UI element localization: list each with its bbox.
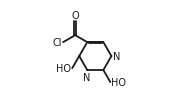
Text: HO: HO <box>111 77 126 87</box>
Text: N: N <box>83 72 91 82</box>
Text: N: N <box>113 52 120 61</box>
Text: Cl: Cl <box>53 37 62 47</box>
Text: HO: HO <box>56 64 71 73</box>
Text: O: O <box>71 11 79 21</box>
